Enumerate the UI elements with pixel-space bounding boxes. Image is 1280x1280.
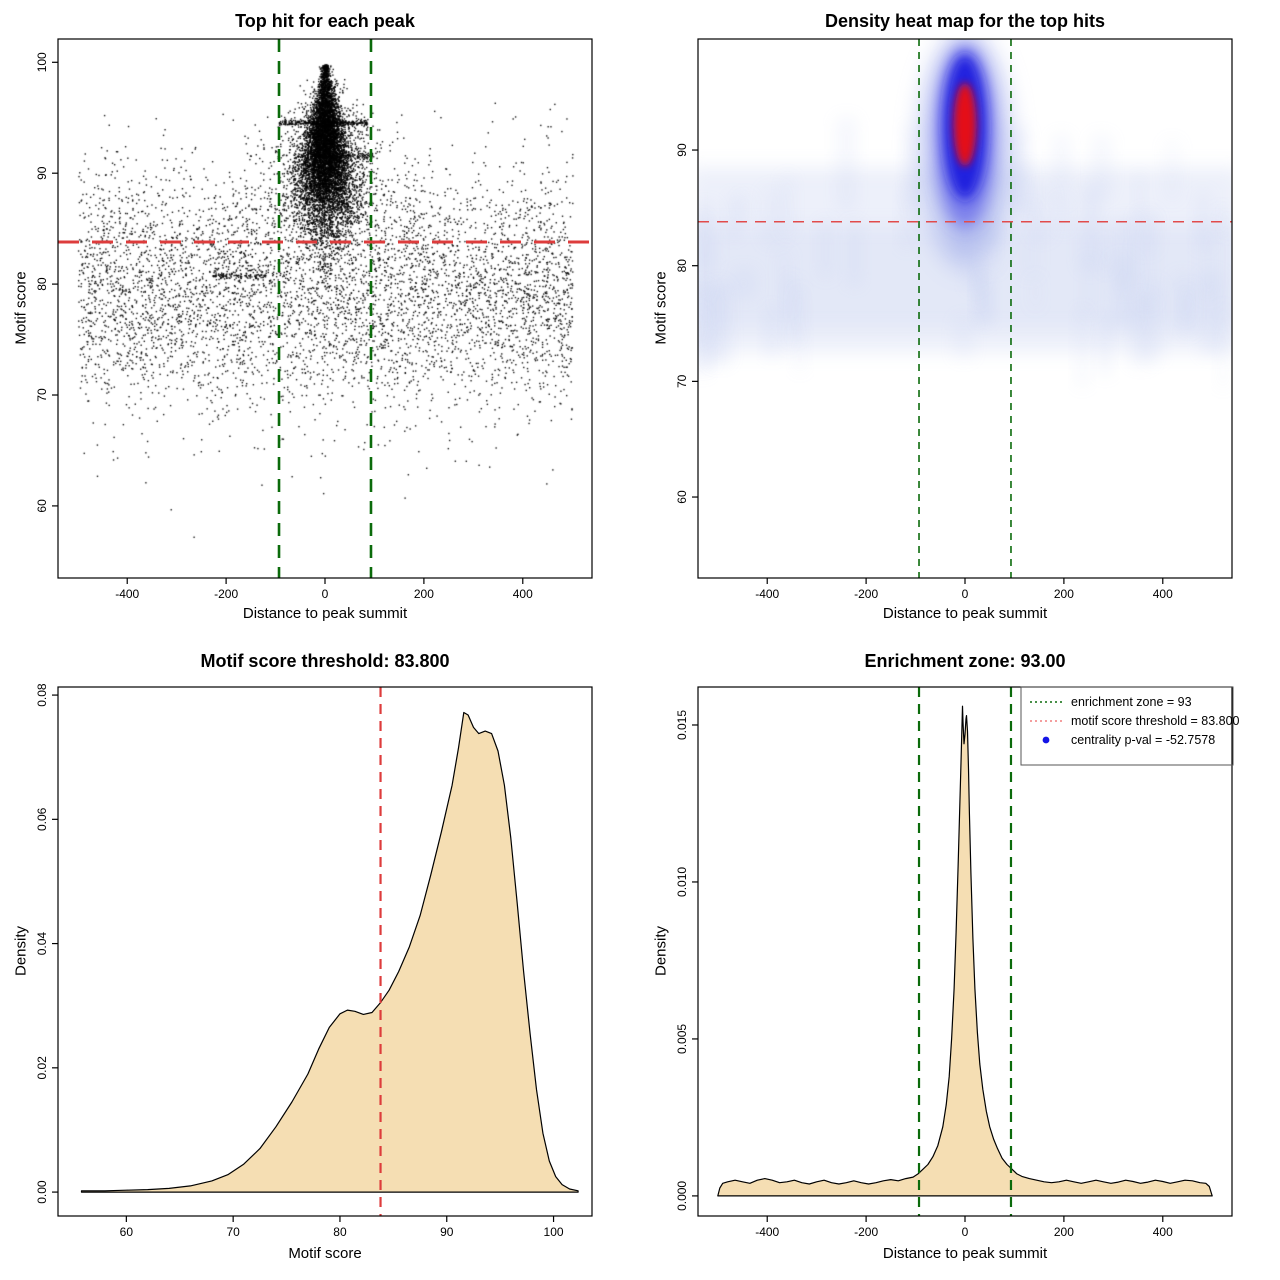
svg-text:200: 200 <box>1054 1225 1074 1239</box>
heatmap-svg: -400 -200 0 200 400 60 70 80 90 <box>675 38 1233 601</box>
svg-text:100: 100 <box>35 52 49 72</box>
svg-text:400: 400 <box>513 587 533 601</box>
svg-text:70: 70 <box>226 1225 240 1239</box>
score-density-x-axis-label: Motif score <box>288 1245 362 1262</box>
panel-top-hit-scatter: Top hit for each peak Distance to peak s… <box>0 0 640 640</box>
svg-text:60: 60 <box>120 1225 134 1239</box>
heatmap-plot-area: -400 -200 0 200 400 60 70 80 90 <box>640 0 1280 640</box>
svg-text:70: 70 <box>35 388 49 402</box>
svg-text:60: 60 <box>35 499 49 513</box>
panel-motif-score-density: Motif score threshold: 83.800 Motif scor… <box>0 640 640 1280</box>
svg-text:-400: -400 <box>115 587 139 601</box>
score-density-title: Motif score threshold: 83.800 <box>200 651 450 671</box>
svg-text:0: 0 <box>322 587 329 601</box>
plot-legend: enrichment zone = 93 motif score threshol… <box>1020 686 1240 766</box>
svg-text:-400: -400 <box>755 587 779 601</box>
scatter-svg: -400 -200 0 200 400 60 70 80 90 100 <box>35 38 593 601</box>
distance-density-plot-area: -400 -200 0 200 400 0.000 0.005 0.010 0.015 enric… <box>640 640 1280 1280</box>
heatmap-x-axis-label: Distance to peak summit <box>882 605 1048 622</box>
svg-text:0.000: 0.000 <box>675 1181 689 1211</box>
svg-text:0: 0 <box>962 587 969 601</box>
svg-text:400: 400 <box>1153 587 1173 601</box>
svg-text:0: 0 <box>962 1225 969 1239</box>
distance-density-x-axis-label: Distance to peak summit <box>882 1245 1048 1262</box>
svg-text:400: 400 <box>1153 1225 1173 1239</box>
scatter-plot-area: -400 -200 0 200 400 60 70 80 90 100 <box>0 0 640 640</box>
svg-text:motif score threshold = 83.800: motif score threshold = 83.800 <box>1071 714 1240 728</box>
svg-text:200: 200 <box>1054 587 1074 601</box>
scatter-points-canvas <box>0 0 640 640</box>
svg-text:0.005: 0.005 <box>675 1024 689 1054</box>
svg-text:-200: -200 <box>854 587 878 601</box>
density-svg: 60 70 80 90 100 0.00 0.02 0.04 0.06 0.08 <box>35 683 593 1239</box>
panel-density-heatmap: Density heat map for the top hits Distan… <box>640 0 1280 640</box>
svg-text:80: 80 <box>333 1225 347 1239</box>
svg-text:-200: -200 <box>214 587 238 601</box>
panel-distance-density: Enrichment zone: 93.00 Distance to peak … <box>640 640 1280 1280</box>
svg-text:90: 90 <box>675 143 689 157</box>
svg-text:0.010: 0.010 <box>675 867 689 897</box>
svg-text:70: 70 <box>675 374 689 388</box>
svg-text:0.08: 0.08 <box>35 683 49 707</box>
svg-text:200: 200 <box>414 587 434 601</box>
svg-text:0.00: 0.00 <box>35 1180 49 1204</box>
svg-text:0.04: 0.04 <box>35 932 49 956</box>
svg-text:60: 60 <box>675 490 689 504</box>
heatmap-title: Density heat map for the top hits <box>824 11 1106 31</box>
svg-text:-200: -200 <box>854 1225 878 1239</box>
svg-text:90: 90 <box>440 1225 454 1239</box>
svg-text:-400: -400 <box>755 1225 779 1239</box>
svg-text:80: 80 <box>35 277 49 291</box>
svg-text:90: 90 <box>35 166 49 180</box>
enrichment-zone-title: Enrichment zone: 93.00 <box>864 651 1066 671</box>
svg-text:centrality p-val = -52.7578: centrality p-val = -52.7578 <box>1071 733 1215 747</box>
score-density-plot-area: 60 70 80 90 100 0.00 0.02 0.04 0.06 0.08 <box>0 640 640 1280</box>
density-svg: -400 -200 0 200 400 0.000 0.005 0.010 0.015 enric… <box>675 686 1240 1239</box>
svg-text:0.06: 0.06 <box>35 807 49 831</box>
svg-text:enrichment zone = 93: enrichment zone = 93 <box>1071 695 1192 709</box>
svg-text:100: 100 <box>544 1225 564 1239</box>
svg-text:80: 80 <box>675 259 689 273</box>
svg-text:0.015: 0.015 <box>675 710 689 740</box>
svg-text:0.02: 0.02 <box>35 1056 49 1080</box>
